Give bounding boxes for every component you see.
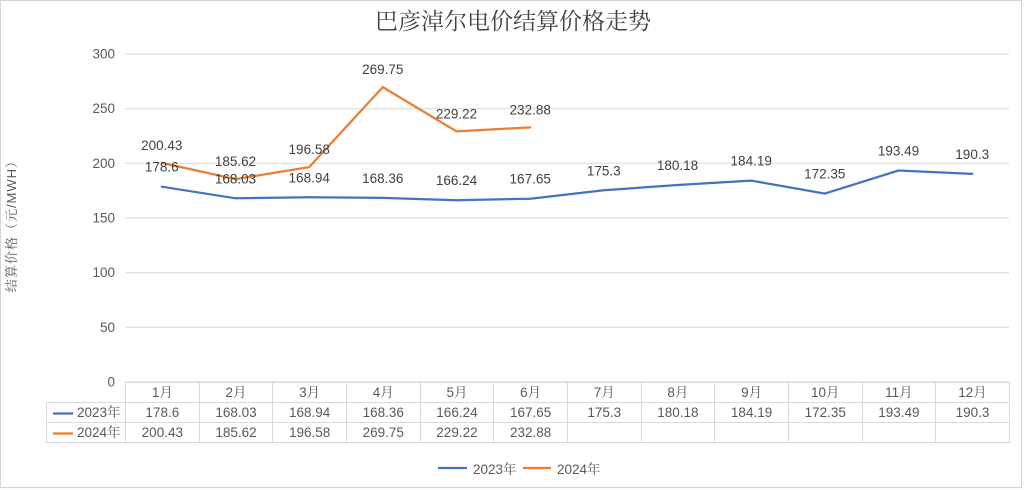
svg-text:232.88: 232.88 <box>510 102 551 117</box>
svg-text:168.03: 168.03 <box>215 171 256 186</box>
svg-text:200.43: 200.43 <box>141 138 182 153</box>
svg-text:100: 100 <box>92 265 115 280</box>
svg-text:168.36: 168.36 <box>362 171 403 186</box>
svg-text:172.35: 172.35 <box>804 167 845 182</box>
svg-text:178.6: 178.6 <box>145 160 179 175</box>
svg-text:190.3: 190.3 <box>955 147 989 162</box>
svg-text:250: 250 <box>92 101 115 116</box>
svg-text:196.58: 196.58 <box>289 142 330 157</box>
svg-text:150: 150 <box>92 211 115 226</box>
svg-text:167.65: 167.65 <box>510 172 551 187</box>
svg-text:229.22: 229.22 <box>436 106 477 121</box>
svg-text:180.18: 180.18 <box>657 158 698 173</box>
svg-text:168.94: 168.94 <box>289 170 331 185</box>
svg-text:50: 50 <box>100 320 115 335</box>
svg-text:300: 300 <box>92 47 115 62</box>
svg-text:175.3: 175.3 <box>587 163 621 178</box>
svg-text:193.49: 193.49 <box>878 144 919 159</box>
svg-text:269.75: 269.75 <box>362 62 403 77</box>
svg-text:184.19: 184.19 <box>731 154 772 169</box>
svg-text:185.62: 185.62 <box>215 154 256 169</box>
svg-text:200: 200 <box>92 156 115 171</box>
svg-text:166.24: 166.24 <box>436 173 478 188</box>
